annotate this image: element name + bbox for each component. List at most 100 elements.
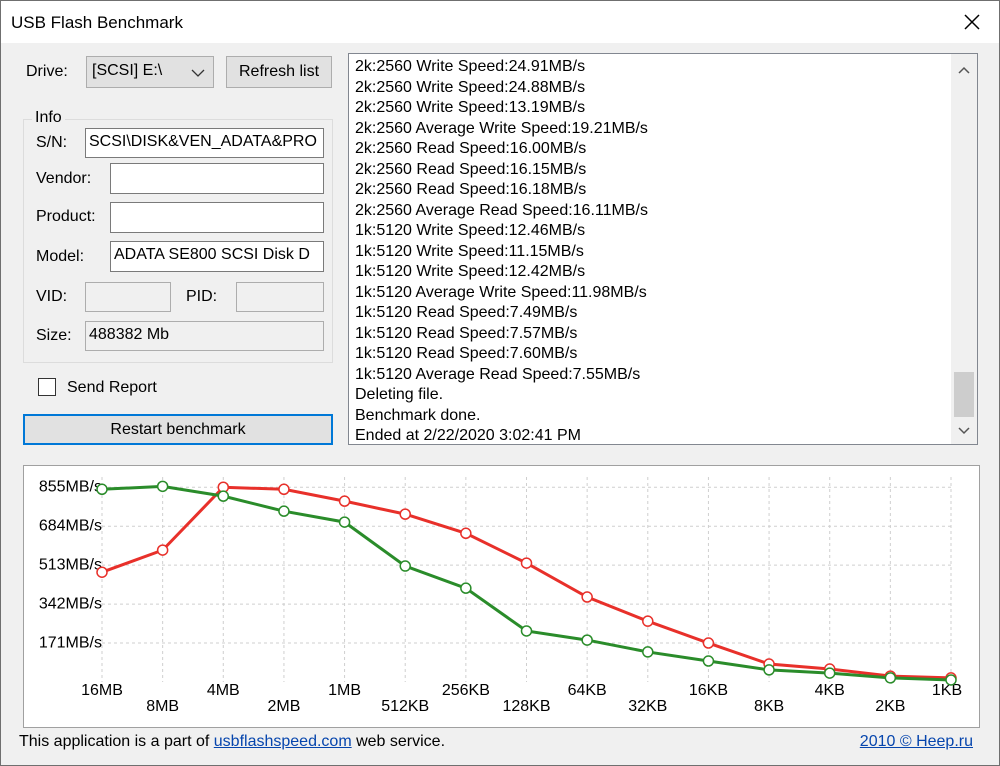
- point: [581, 634, 593, 646]
- model-label: Model:: [36, 248, 85, 265]
- point: [338, 495, 351, 507]
- point: [642, 646, 654, 658]
- title-bar: USB Flash Benchmark: [1, 1, 999, 43]
- x-tick-label: 128KB: [502, 698, 550, 715]
- log-line: Benchmark done.: [355, 406, 481, 424]
- x-tick-label: 2MB: [267, 698, 300, 715]
- pid-field: [236, 282, 324, 312]
- x-tick-label: 1MB: [328, 682, 361, 699]
- copyright-link[interactable]: 2010 © Heep.ru: [859, 733, 973, 750]
- footer-after: web service.: [356, 733, 446, 750]
- point: [278, 505, 290, 517]
- chart: 171MB/s 342MB/s 513MB/s 684MB/s 855MB/s 16MB 8…: [39, 477, 962, 715]
- footer-link[interactable]: usbflashspeed.com: [213, 733, 352, 750]
- log-line: 2k:2560 Average Read Speed:16.11MB/s: [355, 201, 648, 219]
- drive-value: [SCSI] E:\: [92, 62, 163, 79]
- log-line: 1k:5120 Average Write Speed:11.98MB/s: [355, 283, 647, 301]
- sn-label: S/N:: [36, 134, 68, 151]
- size-field: 488382 Mb: [85, 321, 324, 351]
- log-line: 1k:5120 Read Speed:7.57MB/s: [355, 324, 578, 342]
- x-tick-label: 64KB: [568, 682, 607, 699]
- product-label: Product:: [36, 208, 96, 225]
- y-tick-label: 855MB/s: [39, 478, 102, 495]
- window-title: USB Flash Benchmark: [11, 13, 183, 32]
- x-tick-label: 8MB: [146, 698, 179, 715]
- log-line: 1k:5120 Write Speed:11.15MB/s: [355, 242, 584, 260]
- log-line: Deleting file.: [355, 386, 444, 403]
- pid-label: PID:: [186, 288, 218, 305]
- point: [156, 544, 169, 556]
- sn-field[interactable]: SCSI\DISK&VEN_ADATA&PRO: [85, 128, 324, 158]
- scroll-thumb[interactable]: [954, 372, 974, 417]
- scroll-up[interactable]: [958, 66, 970, 74]
- vendor-label: Vendor:: [36, 170, 92, 187]
- log-line: 1k:5120 Write Speed:12.42MB/s: [355, 263, 586, 280]
- vendor-field[interactable]: [110, 163, 324, 194]
- send-report-checkbox[interactable]: [38, 378, 56, 396]
- y-tick-label: 342MB/s: [39, 595, 102, 612]
- point: [945, 674, 957, 686]
- footer-before: This application is a part of: [19, 733, 210, 750]
- point: [763, 664, 775, 676]
- log-line: 2k:2560 Write Speed:13.19MB/s: [355, 99, 586, 116]
- point: [338, 516, 351, 528]
- log-line: 2k:2560 Read Speed:16.15MB/s: [355, 160, 587, 178]
- x-tick-label: 16KB: [689, 682, 728, 699]
- point: [702, 655, 715, 667]
- info-group: [23, 119, 333, 363]
- x-tick-label: 32KB: [628, 698, 667, 715]
- refresh-button[interactable]: Refresh list: [226, 56, 332, 88]
- log-line: 2k:2560 Read Speed:16.00MB/s: [355, 140, 587, 157]
- info-title: Info: [32, 109, 65, 127]
- send-report-label[interactable]: Send Report: [67, 379, 157, 396]
- log-list[interactable]: 2k:2560 Write Speed:24.91MB/s 2k:2560 Wri…: [348, 53, 978, 445]
- x-tick-label: 8KB: [754, 698, 784, 715]
- log-line: 2k:2560 Average Write Speed:19.21MB/s: [355, 119, 648, 137]
- point: [520, 625, 533, 637]
- point: [460, 582, 472, 594]
- drive-combo[interactable]: [SCSI] E:\: [86, 56, 214, 88]
- vid-field: [85, 282, 171, 312]
- point: [460, 527, 472, 540]
- footer-text: This application is a part of usbflashsp…: [19, 733, 445, 751]
- x-tick-label: 512KB: [381, 698, 429, 715]
- y-tick-label: 171MB/s: [39, 634, 102, 651]
- log-line: 2k:2560 Write Speed:24.91MB/s: [355, 58, 586, 75]
- x-tick-label: 2KB: [875, 698, 905, 715]
- log-line: 1k:5120 Read Speed:7.60MB/s: [355, 345, 578, 362]
- point: [399, 560, 411, 572]
- x-tick-label: 4KB: [815, 682, 845, 699]
- vid-label: VID:: [36, 288, 68, 305]
- point: [642, 615, 654, 627]
- point: [884, 672, 897, 684]
- point: [156, 480, 169, 493]
- size-label: Size:: [36, 327, 72, 344]
- drive-label: Drive:: [26, 63, 68, 80]
- log-line: 2k:2560 Read Speed:16.18MB/s: [355, 181, 587, 198]
- close-button[interactable]: [963, 13, 981, 31]
- point: [520, 557, 533, 569]
- point: [823, 667, 836, 679]
- log-line: 2k:2560 Write Speed:24.88MB/s: [355, 78, 586, 96]
- x-tick-label: 16MB: [81, 682, 123, 699]
- y-tick-label: 684MB/s: [39, 517, 102, 534]
- scrollbar[interactable]: [951, 54, 977, 444]
- point: [278, 483, 290, 496]
- copyright: 2010 © Heep.ru: [860, 733, 973, 751]
- log-line: 1k:5120 Write Speed:12.46MB/s: [355, 222, 586, 239]
- point: [96, 483, 108, 496]
- x-tick-label: 256KB: [442, 682, 490, 699]
- log-line: 1k:5120 Average Read Speed:7.55MB/s: [355, 365, 641, 383]
- point: [399, 508, 411, 520]
- combo-arrow: [191, 69, 205, 77]
- restart-button[interactable]: Restart benchmark: [23, 414, 333, 445]
- log-line: 1k:5120 Read Speed:7.49MB/s: [355, 304, 578, 321]
- point: [96, 566, 108, 578]
- scroll-down[interactable]: [958, 427, 970, 435]
- point: [581, 591, 593, 603]
- product-field[interactable]: [110, 202, 324, 233]
- model-field[interactable]: ADATA SE800 SCSI Disk D: [110, 241, 324, 272]
- log-line: Ended at 2/22/2020 3:02:41 PM: [355, 427, 581, 444]
- y-tick-label: 513MB/s: [39, 556, 102, 573]
